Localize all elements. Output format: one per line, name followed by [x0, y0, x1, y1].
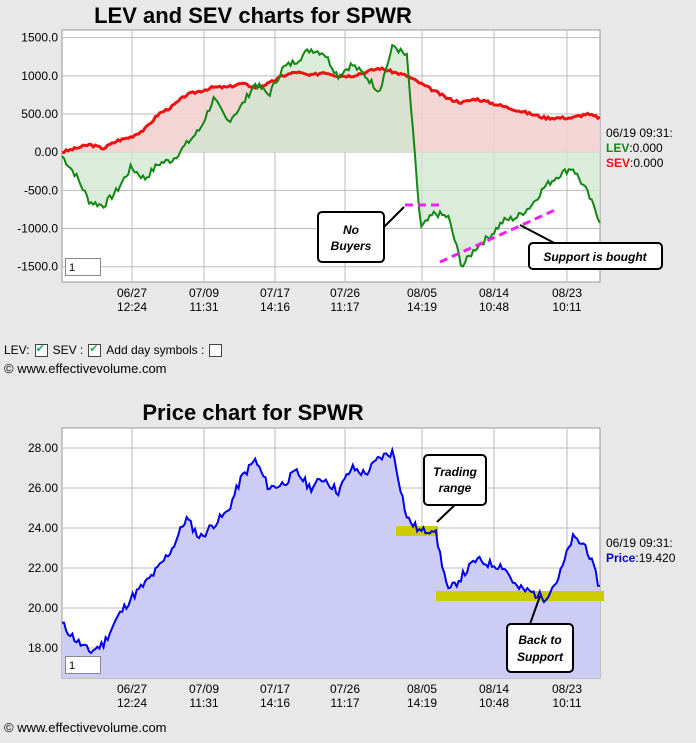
price-time: 06/19 09:31: [606, 536, 673, 550]
support-text: Support is bought [543, 250, 647, 264]
lev-sev-y-tick-label: -1500.0 [17, 260, 58, 274]
sev-value: :0.000 [630, 156, 664, 170]
lev-sev-x-tick-time: 10:11 [552, 300, 581, 314]
price-x-tick-date: 08/14 [479, 682, 509, 696]
lev-sev-x-tick-date: 07/26 [330, 286, 360, 300]
price-y-tick-label: 26.00 [28, 481, 58, 495]
back-text-1: Back to [518, 633, 561, 647]
price-x-tick-date: 07/09 [189, 682, 219, 696]
sev-toggle-label: SEV : [52, 343, 84, 357]
price-x-tick-time: 12:24 [117, 696, 147, 710]
lev-sev-y-tick-label: -500.0 [24, 183, 58, 197]
lev-sev-x-tick-date: 08/14 [479, 286, 509, 300]
price-x-tick-time: 14:19 [407, 696, 437, 710]
lev-sev-y-tick-label: 0.00 [35, 145, 59, 159]
lev-sev-x-tick-date: 08/23 [552, 286, 582, 300]
lev-sev-x-tick-time: 11:17 [330, 300, 359, 314]
lev-sev-chart-title: LEV and SEV charts for SPWR [94, 3, 412, 28]
lev-sev-y-tick-label: -1000.0 [17, 222, 58, 236]
price-value: :19.420 [635, 551, 676, 565]
price-y-tick-label: 20.00 [28, 601, 58, 615]
lev-sev-x-tick-time: 12:24 [117, 300, 147, 314]
no-buyers-box [317, 211, 385, 263]
price-zoom-input[interactable]: 1 [65, 656, 101, 674]
support-box [528, 242, 663, 270]
lev-sev-x-tick-date: 07/17 [260, 286, 290, 300]
lev-sev-x-tick-time: 14:16 [260, 300, 290, 314]
lev-label: LEV [606, 141, 630, 155]
lev-sev-y-tick-label: 1000.0 [21, 69, 58, 83]
price-x-tick-time: 10:48 [479, 696, 509, 710]
lev-sev-x-tick-time: 11:31 [189, 300, 218, 314]
back-text-2: Support [517, 650, 564, 664]
back-to-support-box [506, 623, 574, 673]
support-band [436, 591, 604, 601]
price-x-tick-date: 07/17 [260, 682, 290, 696]
back-pointer [529, 595, 541, 625]
price-y-tick-label: 18.00 [28, 641, 58, 655]
price-x-tick-date: 06/27 [117, 682, 147, 696]
lev-zoom-input[interactable]: 1 [65, 258, 101, 276]
lev-sev-x-tick-date: 08/05 [407, 286, 437, 300]
sev-label: SEV [606, 156, 631, 170]
lev-sev-time: 06/19 09:31: [606, 126, 673, 140]
price-x-tick-time: 10:11 [552, 696, 581, 710]
price-x-tick-date: 07/26 [330, 682, 360, 696]
lev-sev-x-tick-date: 07/09 [189, 286, 219, 300]
lev-area [62, 45, 600, 267]
price-area [62, 450, 600, 678]
sev-series-line [61, 66, 601, 155]
no-buyers-text-1: No [343, 223, 359, 237]
price-chart-title: Price chart for SPWR [142, 400, 364, 425]
price-x-tick-time: 11:31 [189, 696, 218, 710]
lev-sev-x-tick-time: 10:48 [479, 300, 509, 314]
price-x-tick-time: 14:16 [260, 696, 290, 710]
add-day-symbols-checkbox[interactable] [209, 343, 223, 357]
copyright-2: © www.effectivevolume.com [4, 720, 167, 735]
no-buyers-pointer [382, 206, 405, 229]
price-readout: 06/19 09:31: Price:19.420 [606, 536, 675, 566]
no-buyers-text-2: Buyers [331, 239, 372, 253]
price-x-tick-date: 08/23 [552, 682, 582, 696]
lev-sev-x-tick-date: 06/27 [117, 286, 147, 300]
price-x-tick-time: 11:17 [330, 696, 359, 710]
price-x-tick-date: 08/05 [407, 682, 437, 696]
chart-controls: LEV: SEV : Add day symbols : [4, 342, 225, 357]
trading-text-1: Trading [433, 465, 477, 479]
lev-value: :0.000 [629, 141, 663, 155]
sev-checkbox[interactable] [88, 342, 102, 357]
lev-sev-x-tick-time: 14:19 [407, 300, 437, 314]
price-y-tick-label: 22.00 [28, 561, 58, 575]
lev-sev-readout: 06/19 09:31: LEV:0.000 SEV:0.000 [606, 126, 673, 171]
lev-series-line [61, 43, 601, 268]
lev-sev-y-tick-label: 500.00 [21, 107, 58, 121]
add-day-symbols-label: Add day symbols : [106, 343, 205, 357]
trading-text-2: range [439, 481, 472, 495]
price-label: Price [606, 551, 636, 565]
support-trend-line [439, 208, 556, 264]
price-series-line [61, 446, 601, 655]
price-y-tick-label: 24.00 [28, 521, 58, 535]
lev-checkbox[interactable] [34, 342, 48, 357]
lev-toggle-label: LEV: [4, 343, 30, 357]
trading-range-box [423, 454, 487, 506]
price-y-tick-label: 28.00 [28, 441, 58, 455]
lev-sev-y-tick-label: 1500.0 [21, 31, 58, 45]
copyright-1: © www.effectivevolume.com [4, 361, 167, 376]
